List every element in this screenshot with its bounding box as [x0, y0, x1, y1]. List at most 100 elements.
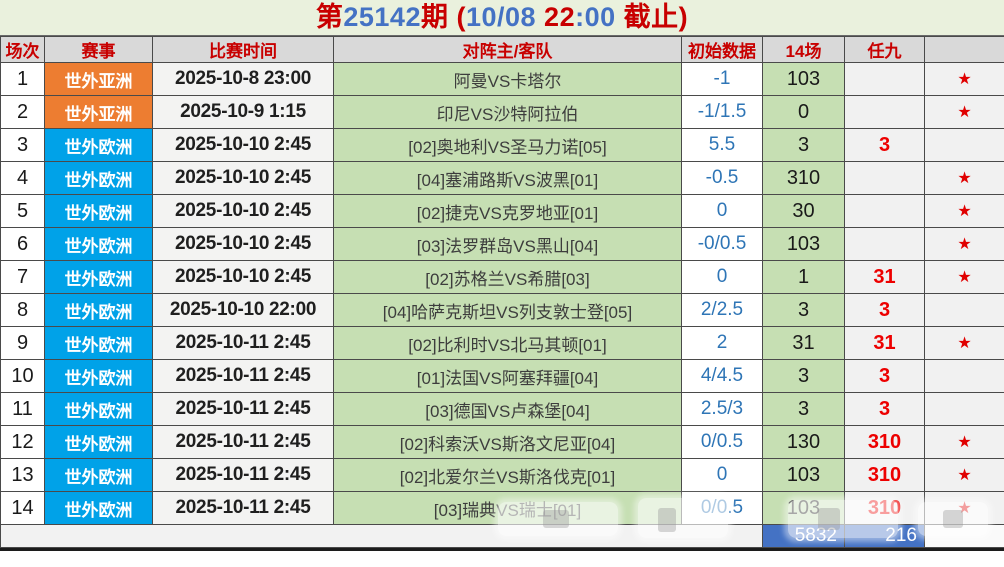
match-no-cell: 7: [0, 260, 45, 294]
games14-cell: 310: [762, 161, 845, 195]
match-no-cell: 2: [0, 95, 45, 129]
teams-cell: [03]法罗群岛VS黑山[04]: [333, 227, 682, 261]
teams-cell: [02]北爱尔兰VS斯洛伐克[01]: [333, 458, 682, 492]
initial-data-cell: 0: [681, 194, 763, 228]
league-badge: 世外亚洲: [44, 62, 153, 96]
star-icon: ★: [924, 194, 1004, 228]
match-time-cell: 2025-10-10 2:45: [152, 194, 334, 228]
match-no-cell: 1: [0, 62, 45, 96]
match-no-cell: 14: [0, 491, 45, 525]
league-badge: 世外欧洲: [44, 491, 153, 525]
ren9-cell: 31: [844, 260, 925, 294]
star-cell: [924, 392, 1004, 426]
ren9-cell: [844, 227, 925, 261]
match-row: 14 世外欧洲 2025-10-11 2:45 [03]瑞典VS瑞士[01] 0…: [0, 491, 1004, 525]
match-row: 2 世外亚洲 2025-10-9 1:15 印尼VS沙特阿拉伯 -1/1.5 0…: [0, 95, 1004, 129]
ren9-cell: 3: [844, 359, 925, 393]
league-badge: 世外欧洲: [44, 425, 153, 459]
col-header-league: 赛事: [44, 36, 153, 63]
league-badge: 世外欧洲: [44, 194, 153, 228]
match-no-cell: 11: [0, 392, 45, 426]
star-icon: ★: [924, 425, 1004, 459]
match-row: 1 世外亚洲 2025-10-8 23:00 阿曼VS卡塔尔 -1 103 ★: [0, 62, 1004, 96]
match-row: 6 世外欧洲 2025-10-10 2:45 [03]法罗群岛VS黑山[04] …: [0, 227, 1004, 261]
summary-row: 5832 216: [0, 524, 1004, 548]
games14-cell: 30: [762, 194, 845, 228]
match-time-cell: 2025-10-11 2:45: [152, 326, 334, 360]
match-no-cell: 6: [0, 227, 45, 261]
league-badge: 世外欧洲: [44, 227, 153, 261]
match-time-cell: 2025-10-8 23:00: [152, 62, 334, 96]
summary-total-ren9: 216: [844, 524, 925, 548]
match-table-body: 1 世外亚洲 2025-10-8 23:00 阿曼VS卡塔尔 -1 103 ★ …: [0, 62, 1004, 525]
match-no-cell: 13: [0, 458, 45, 492]
games14-cell: 3: [762, 293, 845, 327]
games14-cell: 130: [762, 425, 845, 459]
match-no-cell: 5: [0, 194, 45, 228]
match-time-cell: 2025-10-10 2:45: [152, 260, 334, 294]
ren9-cell: [844, 194, 925, 228]
match-no-cell: 3: [0, 128, 45, 162]
initial-data-cell: 5.5: [681, 128, 763, 162]
league-badge: 世外亚洲: [44, 95, 153, 129]
match-time-cell: 2025-10-9 1:15: [152, 95, 334, 129]
match-time-cell: 2025-10-11 2:45: [152, 359, 334, 393]
title-segment: 25142: [343, 2, 421, 32]
star-icon: ★: [924, 227, 1004, 261]
teams-cell: [01]法国VS阿塞拜疆[04]: [333, 359, 682, 393]
ren9-cell: 31: [844, 326, 925, 360]
match-row: 9 世外欧洲 2025-10-11 2:45 [02]比利时VS北马其顿[01]…: [0, 326, 1004, 360]
page-title: 第25142期 (10/08 22:00 截止): [0, 0, 1004, 36]
match-time-cell: 2025-10-10 2:45: [152, 227, 334, 261]
league-badge: 世外欧洲: [44, 359, 153, 393]
match-time-cell: 2025-10-11 2:45: [152, 458, 334, 492]
star-cell: [924, 293, 1004, 327]
league-badge: 世外欧洲: [44, 128, 153, 162]
match-time-cell: 2025-10-11 2:45: [152, 491, 334, 525]
col-header-match-time: 比赛时间: [152, 36, 334, 63]
col-header-14-games: 14场: [762, 36, 845, 63]
teams-cell: [02]捷克VS克罗地亚[01]: [333, 194, 682, 228]
match-row: 12 世外欧洲 2025-10-11 2:45 [02]科索沃VS斯洛文尼亚[0…: [0, 425, 1004, 459]
col-header-ren9: 任九: [844, 36, 925, 63]
initial-data-cell: -1: [681, 62, 763, 96]
ren9-cell: 3: [844, 392, 925, 426]
match-table: 场次 赛事 比赛时间 对阵主/客队 初始数据 14场 任九 1 世外亚洲 202…: [0, 36, 1004, 548]
teams-cell: [02]比利时VS北马其顿[01]: [333, 326, 682, 360]
star-icon: ★: [924, 62, 1004, 96]
ren9-cell: 3: [844, 128, 925, 162]
match-no-cell: 8: [0, 293, 45, 327]
initial-data-cell: 0: [681, 260, 763, 294]
games14-cell: 103: [762, 491, 845, 525]
league-badge: 世外欧洲: [44, 326, 153, 360]
match-row: 8 世外欧洲 2025-10-10 22:00 [04]哈萨克斯坦VS列支敦士登…: [0, 293, 1004, 327]
match-row: 10 世外欧洲 2025-10-11 2:45 [01]法国VS阿塞拜疆[04]…: [0, 359, 1004, 393]
title-segment: 22: [536, 2, 576, 32]
ren9-cell: 310: [844, 458, 925, 492]
initial-data-cell: -0.5: [681, 161, 763, 195]
col-header-teams: 对阵主/客队: [333, 36, 682, 63]
col-header-star: [924, 36, 1004, 63]
title-segment: 10/08: [465, 2, 537, 32]
league-badge: 世外欧洲: [44, 260, 153, 294]
teams-cell: [02]苏格兰VS希腊[03]: [333, 260, 682, 294]
league-badge: 世外欧洲: [44, 458, 153, 492]
match-row: 5 世外欧洲 2025-10-10 2:45 [02]捷克VS克罗地亚[01] …: [0, 194, 1004, 228]
match-row: 13 世外欧洲 2025-10-11 2:45 [02]北爱尔兰VS斯洛伐克[0…: [0, 458, 1004, 492]
league-badge: 世外欧洲: [44, 392, 153, 426]
table-bottom-border: [0, 548, 1004, 551]
match-no-cell: 12: [0, 425, 45, 459]
teams-cell: 印尼VS沙特阿拉伯: [333, 95, 682, 129]
ren9-cell: [844, 161, 925, 195]
initial-data-cell: 2/2.5: [681, 293, 763, 327]
match-row: 3 世外欧洲 2025-10-10 2:45 [02]奥地利VS圣马力诺[05]…: [0, 128, 1004, 162]
star-icon: ★: [924, 161, 1004, 195]
teams-cell: [04]哈萨克斯坦VS列支敦士登[05]: [333, 293, 682, 327]
title-segment: 第: [315, 2, 344, 32]
teams-cell: 阿曼VS卡塔尔: [333, 62, 682, 96]
match-time-cell: 2025-10-10 2:45: [152, 128, 334, 162]
initial-data-cell: -1/1.5: [681, 95, 763, 129]
teams-cell: [03]德国VS卢森堡[04]: [333, 392, 682, 426]
league-badge: 世外欧洲: [44, 293, 153, 327]
summary-end-cell: [924, 524, 1004, 548]
